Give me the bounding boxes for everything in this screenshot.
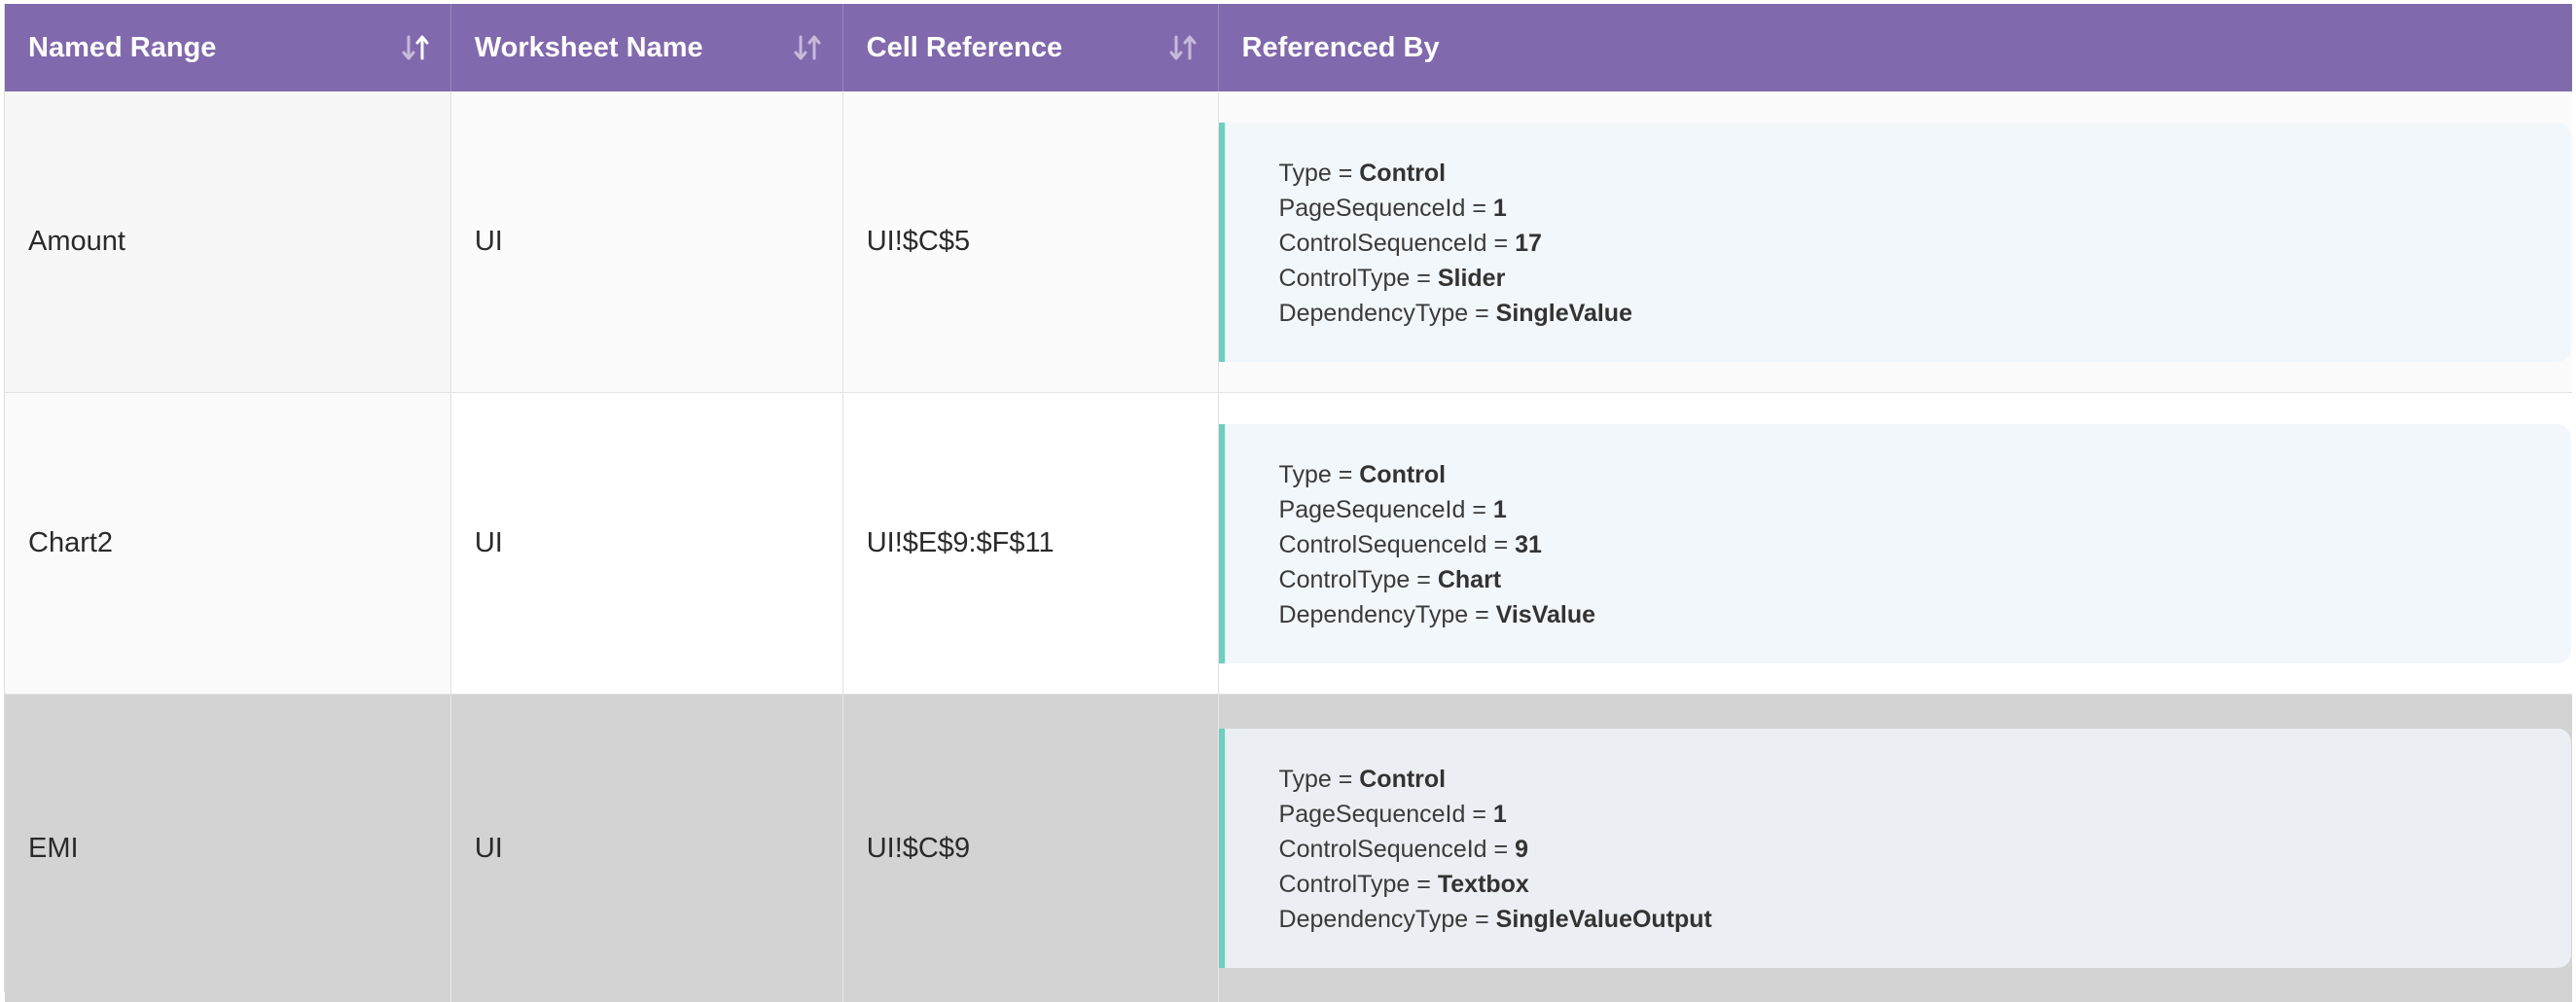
reference-detail-line: DependencyType = SingleValue	[1278, 299, 1632, 327]
reference-detail-line: PageSequenceId = 1	[1278, 801, 1507, 828]
reference-detail-line: ControlSequenceId = 17	[1278, 229, 1542, 257]
column-header-label: Named Range	[28, 31, 217, 63]
worksheet-name-cell: UI	[450, 393, 843, 694]
table-row[interactable]: EMI UI UI!$C$9 Type = Control PageSequen…	[5, 695, 2572, 1002]
reference-detail-line: Type = Control	[1278, 766, 1447, 793]
named-ranges-table: Named Range Worksheet Name Cell Referenc…	[4, 4, 2572, 1002]
column-header-label: Cell Reference	[866, 31, 1063, 63]
reference-detail-line: ControlType = Slider	[1278, 264, 1506, 292]
column-header-worksheet-name[interactable]: Worksheet Name	[451, 4, 843, 91]
column-header-referenced-by: Referenced By	[1219, 4, 2572, 91]
worksheet-name-cell: UI	[450, 91, 843, 392]
reference-detail-line: Type = Control	[1278, 159, 1447, 187]
table-header: Named Range Worksheet Name Cell Referenc…	[5, 4, 2572, 91]
cell-reference-cell: UI!$E$9:$F$11	[842, 393, 1219, 694]
cell-reference-cell: UI!$C$5	[842, 91, 1219, 392]
reference-detail-line: PageSequenceId = 1	[1278, 194, 1507, 222]
column-header-named-range[interactable]: Named Range	[5, 4, 451, 91]
table-row[interactable]: Chart2 UI UI!$E$9:$F$11 Type = Control P…	[5, 393, 2572, 695]
reference-detail-line: ControlType = Textbox	[1278, 871, 1529, 898]
named-range-cell: EMI	[5, 695, 451, 1002]
worksheet-name-cell: UI	[450, 695, 843, 1002]
reference-detail-line: Type = Control	[1278, 460, 1447, 488]
sort-arrows-icon[interactable]	[1165, 30, 1200, 65]
named-range-cell: Amount	[5, 91, 451, 392]
referenced-by-cell: Type = Control PageSequenceId = 1 Contro…	[1218, 695, 2572, 1002]
reference-details-card: Type = Control PageSequenceId = 1 Contro…	[1218, 729, 2571, 968]
referenced-by-cell: Type = Control PageSequenceId = 1 Contro…	[1218, 91, 2572, 392]
sort-arrows-icon[interactable]	[398, 30, 433, 65]
reference-detail-line: PageSequenceId = 1	[1278, 495, 1507, 523]
column-header-cell-reference[interactable]: Cell Reference	[843, 4, 1219, 91]
column-header-label: Worksheet Name	[474, 31, 703, 63]
reference-detail-line: ControlSequenceId = 31	[1278, 530, 1542, 558]
reference-detail-line: DependencyType = VisValue	[1278, 600, 1596, 628]
table-row[interactable]: Amount UI UI!$C$5 Type = Control PageSeq…	[5, 91, 2572, 393]
reference-details-card: Type = Control PageSequenceId = 1 Contro…	[1218, 122, 2571, 362]
cell-reference-cell: UI!$C$9	[842, 695, 1219, 1002]
referenced-by-cell: Type = Control PageSequenceId = 1 Contro…	[1218, 393, 2572, 694]
named-range-cell: Chart2	[5, 393, 451, 694]
sort-arrows-icon[interactable]	[790, 30, 825, 65]
column-header-label: Referenced By	[1241, 31, 1440, 63]
reference-details-card: Type = Control PageSequenceId = 1 Contro…	[1218, 423, 2571, 663]
reference-detail-line: DependencyType = SingleValueOutput	[1278, 906, 1712, 933]
reference-detail-line: ControlType = Chart	[1278, 565, 1502, 593]
reference-detail-line: ControlSequenceId = 9	[1278, 836, 1528, 863]
